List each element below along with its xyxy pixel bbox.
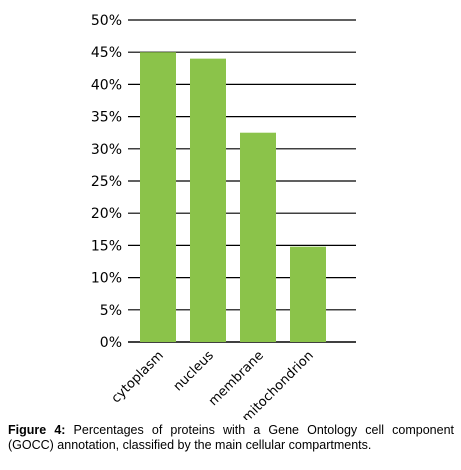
y-tick-label: 0% [100, 335, 122, 351]
y-tick-label: 15% [91, 238, 122, 254]
y-tick-label: 45% [91, 45, 122, 61]
bar-chart: 0% 5% 10% 15% 20% 25% 30% 35% 40% 45% 50% cytoplas… [91, 13, 356, 420]
x-tick-label-nucleus: nucleus [171, 348, 217, 394]
y-tick-label: 35% [91, 110, 122, 126]
bars [140, 52, 326, 342]
y-tick-label: 50% [91, 13, 122, 29]
y-tick-label: 30% [91, 142, 122, 158]
y-axis-tick-labels: 0% 5% 10% 15% 20% 25% 30% 35% 40% 45% 50% [91, 13, 122, 351]
y-tick-label: 5% [100, 303, 122, 319]
figure-caption: Figure 4: Percentages of proteins with a… [8, 423, 454, 453]
bar-cytoplasm [140, 52, 176, 342]
y-tick-label: 25% [91, 174, 122, 190]
y-tick-label: 10% [91, 271, 122, 287]
caption-text: Percentages of proteins with a Gene Onto… [8, 423, 454, 452]
y-tick-label: 20% [91, 206, 122, 222]
bar-mitochondrion [290, 246, 326, 342]
bar-nucleus [190, 58, 226, 342]
x-tick-label-cytoplasm: cytoplasm [109, 348, 167, 406]
bar-membrane [240, 132, 276, 342]
y-tick-label: 40% [91, 77, 122, 93]
caption-label: Figure 4: [8, 423, 66, 437]
